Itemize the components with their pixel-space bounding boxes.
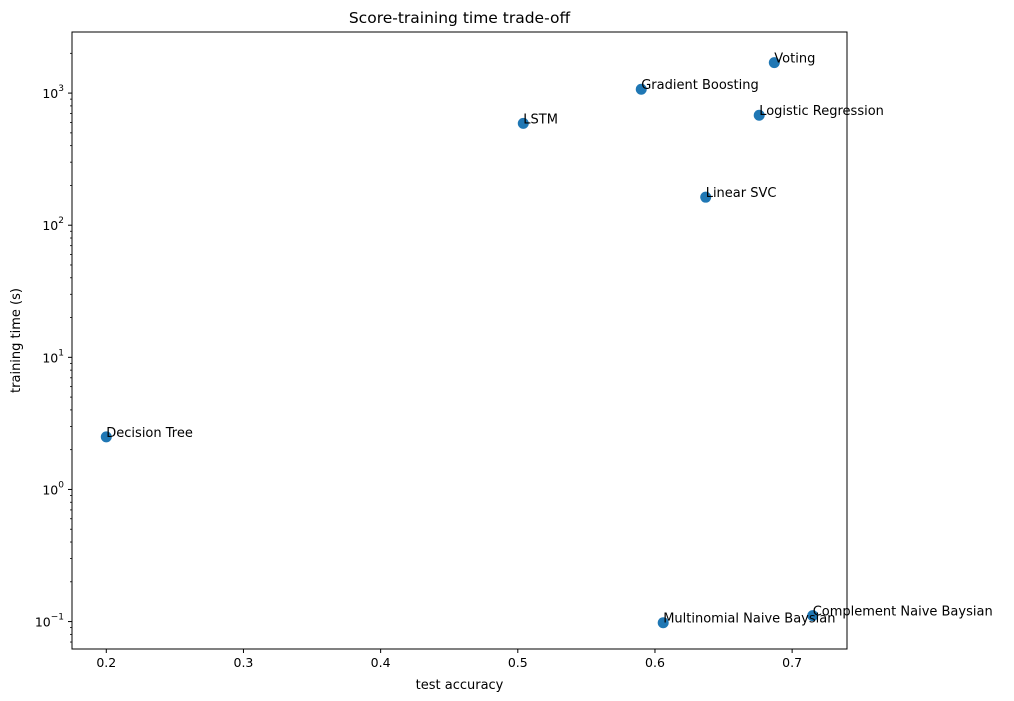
data-point bbox=[517, 117, 529, 129]
chart-title: Score-training time trade-off bbox=[349, 9, 571, 27]
x-tick-label: 0.7 bbox=[782, 655, 802, 670]
y-tick-label: 102 bbox=[42, 216, 64, 233]
y-axis-label: training time (s) bbox=[9, 288, 24, 393]
point-label: Decision Tree bbox=[106, 426, 193, 441]
point-label: Logistic Regression bbox=[759, 104, 884, 119]
x-tick-label: 0.4 bbox=[371, 655, 391, 670]
point-label: Linear SVC bbox=[706, 186, 777, 201]
data-point bbox=[635, 83, 647, 95]
x-tick-label: 0.3 bbox=[234, 655, 254, 670]
plot-frame bbox=[71, 31, 848, 650]
y-tick-label: 10−1 bbox=[35, 613, 64, 630]
points-layer bbox=[100, 57, 819, 629]
y-tick-label: 100 bbox=[42, 480, 64, 497]
y-tick-label: 103 bbox=[42, 84, 64, 101]
data-point bbox=[657, 617, 669, 629]
point-label: Voting bbox=[774, 52, 815, 67]
point-label: Complement Naive Baysian bbox=[813, 605, 993, 620]
x-tick-label: 0.5 bbox=[508, 655, 528, 670]
point-label: LSTM bbox=[523, 112, 558, 127]
x-tick-label: 0.2 bbox=[96, 655, 116, 670]
x-tick-label: 0.6 bbox=[645, 655, 665, 670]
data-point bbox=[753, 109, 765, 121]
point-label: Gradient Boosting bbox=[641, 78, 759, 93]
data-point bbox=[807, 610, 819, 622]
point-label: Multinomial Naive Baysian bbox=[663, 612, 835, 627]
y-tick-label: 101 bbox=[42, 348, 64, 365]
data-point bbox=[700, 191, 712, 203]
data-point bbox=[768, 57, 780, 69]
data-point bbox=[100, 431, 112, 443]
x-axis-label: test accuracy bbox=[416, 678, 504, 693]
tick-layer: 0.2 0.3 0.4 0.5 0.6 0.7 10−1 100 101 102 103 bbox=[35, 52, 802, 670]
